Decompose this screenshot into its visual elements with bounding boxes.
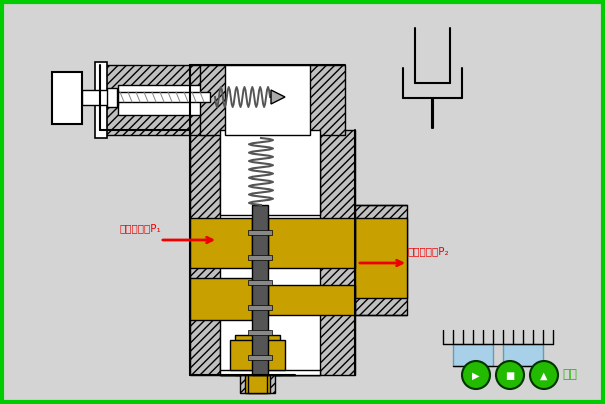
Bar <box>118 85 215 115</box>
Text: ▶: ▶ <box>473 370 480 381</box>
Text: ▲: ▲ <box>540 370 548 381</box>
Bar <box>220 130 320 375</box>
Bar <box>355 205 407 315</box>
Bar <box>118 92 210 102</box>
Circle shape <box>462 361 490 389</box>
Bar <box>230 340 285 370</box>
Bar <box>503 344 543 366</box>
Bar <box>268 285 355 315</box>
Bar <box>248 355 272 360</box>
Text: 二次压力油P₂: 二次压力油P₂ <box>408 246 450 256</box>
Bar <box>190 218 252 268</box>
Bar <box>248 255 272 260</box>
Bar <box>107 88 117 107</box>
Bar <box>248 330 272 335</box>
Bar <box>52 72 82 124</box>
Bar <box>248 280 272 285</box>
Circle shape <box>530 361 558 389</box>
Bar <box>220 335 295 375</box>
Polygon shape <box>271 90 285 104</box>
Bar <box>245 375 270 393</box>
Bar <box>235 335 280 375</box>
Bar <box>200 65 345 135</box>
Bar <box>268 218 355 268</box>
Bar <box>95 62 107 138</box>
Circle shape <box>496 361 524 389</box>
Bar <box>252 205 268 375</box>
Bar <box>82 90 118 105</box>
Bar <box>220 130 320 215</box>
Text: ■: ■ <box>505 370 515 381</box>
Bar <box>248 375 267 393</box>
Bar <box>248 305 272 310</box>
Bar <box>453 344 493 366</box>
Bar <box>190 278 252 320</box>
Text: 一次压力油P₁: 一次压力油P₁ <box>120 223 162 233</box>
Bar <box>100 65 215 135</box>
Bar <box>190 130 355 375</box>
Text: 返回: 返回 <box>562 368 577 381</box>
Bar <box>248 230 272 235</box>
Bar <box>225 65 310 135</box>
Bar <box>220 370 320 375</box>
Bar <box>355 218 407 298</box>
Bar <box>240 375 275 393</box>
